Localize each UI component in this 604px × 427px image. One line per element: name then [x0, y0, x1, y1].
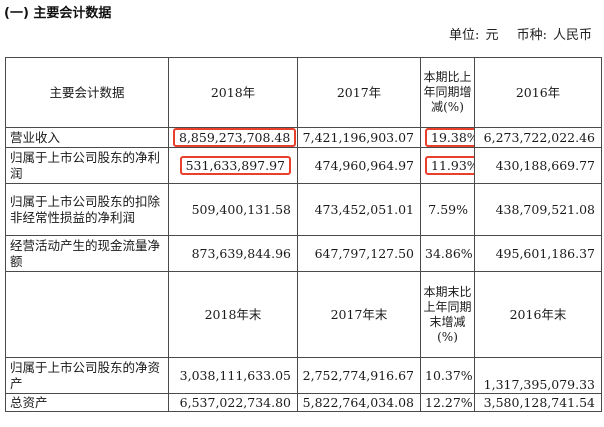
row-label: 归属于上市公司股东的净利润: [5, 147, 169, 184]
value-2018: 8,859,273,708.48: [168, 127, 298, 148]
table-row: 经营活动产生的现金流量净额 873,639,844.96 647,797,127…: [5, 235, 602, 272]
currency-label: 币种:: [516, 28, 547, 43]
header-change-end: 本期末比上年同期末增减(%): [420, 271, 475, 358]
table-row: 总资产 6,537,022,734.80 5,822,764,034.08 12…: [5, 393, 602, 412]
table-row: 营业收入 8,859,273,708.48 7,421,196,903.07 1…: [5, 127, 602, 148]
value-2017: 474,960,964.97: [297, 147, 421, 184]
table-row: 归属于上市公司股东的净资产 3,038,111,633.05 2,752,774…: [5, 357, 602, 394]
value-change: 12.27%: [420, 393, 475, 412]
value-change: 19.38%: [420, 127, 475, 148]
value-2018: 531,633,897.97: [168, 147, 298, 184]
header-2016-end: 2016年末: [474, 271, 602, 358]
value-change: 10.37%: [420, 357, 475, 394]
highlighted-change: 11.93%: [425, 156, 474, 175]
value-2016: 1,317,395,079.33: [474, 357, 602, 394]
unit-line: 单位: 元 币种: 人民币: [443, 24, 592, 43]
header-2016: 2016年: [474, 57, 602, 128]
value-change: 11.93%: [420, 147, 475, 184]
header-change: 本期比上年同期增减(%): [420, 57, 475, 128]
header-2018: 2018年: [168, 57, 298, 128]
unit-label: 单位:: [449, 28, 480, 43]
row-label: 归属于上市公司股东的净资产: [5, 357, 169, 394]
accounting-data-table: 主要会计数据 2018年 2017年 本期比上年同期增减(%) 2016年 营业…: [5, 57, 602, 412]
value-2016: 430,188,669.77: [474, 147, 602, 184]
row-label: 经营活动产生的现金流量净额: [5, 235, 169, 272]
highlighted-change: 19.38%: [425, 128, 474, 147]
row-label: 营业收入: [5, 127, 169, 148]
value-2016: 6,273,722,022.46: [474, 127, 602, 148]
currency-value: 人民币: [552, 28, 592, 43]
highlighted-value: 8,859,273,708.48: [173, 128, 297, 147]
unit-value: 元: [485, 28, 499, 43]
value-2017: 647,797,127.50: [297, 235, 421, 272]
value-change: 34.86%: [420, 235, 475, 272]
highlighted-value: 531,633,897.97: [179, 156, 291, 175]
value-2016: 495,601,186.37: [474, 235, 602, 272]
section-title: (一) 主要会计数据: [4, 6, 112, 21]
value-2016: 438,709,521.08: [474, 183, 602, 236]
value-2017: 2,752,774,916.67: [297, 357, 421, 394]
table-header-row: 主要会计数据 2018年 2017年 本期比上年同期增减(%) 2016年: [5, 57, 602, 128]
value-2017: 5,822,764,034.08: [297, 393, 421, 412]
value-2018: 873,639,844.96: [168, 235, 298, 272]
row-label: 归属于上市公司股东的扣除非经常性损益的净利润: [5, 183, 169, 236]
table-row: 归属于上市公司股东的净利润 531,633,897.97 474,960,964…: [5, 147, 602, 184]
value-2018: 6,537,022,734.80: [168, 393, 298, 412]
value-2018: 3,038,111,633.05: [168, 357, 298, 394]
header-item: 主要会计数据: [5, 57, 169, 128]
header-empty: [5, 271, 169, 358]
value-2017: 7,421,196,903.07: [297, 127, 421, 148]
header-2017-end: 2017年末: [297, 271, 421, 358]
value-2016: 3,580,128,741.54: [474, 393, 602, 412]
header-2018-end: 2018年末: [168, 271, 298, 358]
table-header-row: 2018年末 2017年末 本期末比上年同期末增减(%) 2016年末: [5, 271, 602, 358]
value-2018: 509,400,131.58: [168, 183, 298, 236]
row-label: 总资产: [5, 393, 169, 412]
table-row: 归属于上市公司股东的扣除非经常性损益的净利润 509,400,131.58 47…: [5, 183, 602, 236]
value-2017: 473,452,051.01: [297, 183, 421, 236]
value-change: 7.59%: [420, 183, 475, 236]
header-2017: 2017年: [297, 57, 421, 128]
